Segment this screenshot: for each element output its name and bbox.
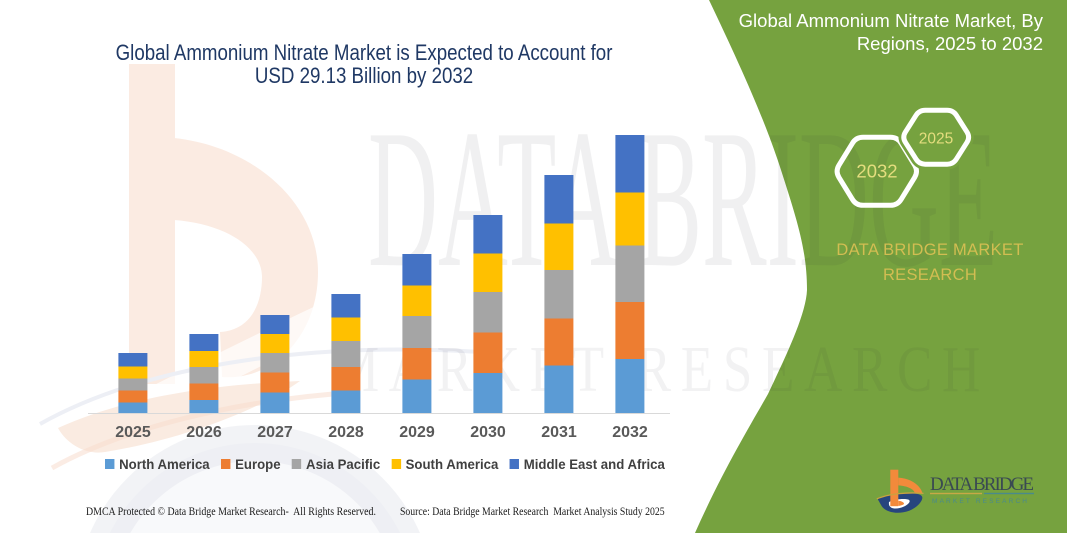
svg-text:MARKET RESEARCH: MARKET RESEARCH: [332, 333, 990, 406]
svg-text:DATA BRIDGE: DATA BRIDGE: [930, 474, 1034, 495]
svg-text:2025: 2025: [919, 131, 953, 148]
svg-text:DATA BRIDGE: DATA BRIDGE: [368, 89, 998, 308]
svg-text:MARKET RESEARCH: MARKET RESEARCH: [932, 498, 1030, 505]
svg-text:2032: 2032: [856, 161, 897, 182]
